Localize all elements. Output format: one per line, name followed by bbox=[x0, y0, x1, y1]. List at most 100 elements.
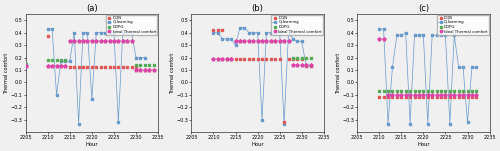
Ideal Thermal comfort bbox=[128, 40, 134, 42]
Ideal Thermal comfort bbox=[259, 40, 265, 42]
DDPG bbox=[290, 57, 296, 58]
DDPG bbox=[62, 59, 68, 61]
DDPG bbox=[142, 64, 148, 66]
DQN bbox=[385, 96, 391, 98]
Ideal Thermal comfort bbox=[116, 40, 121, 42]
DDPG bbox=[259, 40, 265, 42]
Line: DQN: DQN bbox=[212, 29, 312, 124]
Ideal Thermal comfort bbox=[89, 40, 95, 42]
DQN bbox=[398, 96, 404, 98]
Ideal Thermal comfort bbox=[150, 69, 156, 71]
DQN bbox=[44, 35, 51, 37]
DDPG bbox=[124, 40, 130, 42]
DQN bbox=[246, 58, 252, 60]
Q-learning bbox=[133, 57, 139, 58]
DQN bbox=[106, 67, 112, 68]
Ideal Thermal comfort bbox=[62, 65, 68, 67]
DDPG bbox=[250, 40, 256, 42]
DQN bbox=[232, 58, 238, 60]
DDPG bbox=[299, 57, 305, 58]
DQN bbox=[464, 96, 470, 98]
DQN bbox=[429, 96, 435, 98]
Q-learning bbox=[294, 40, 300, 42]
DDPG bbox=[407, 90, 413, 92]
Ideal Thermal comfort bbox=[286, 40, 292, 42]
Q-learning bbox=[442, 34, 448, 36]
DDPG bbox=[138, 64, 143, 66]
DQN bbox=[259, 58, 265, 60]
DQN bbox=[49, 65, 55, 67]
DDPG bbox=[429, 90, 435, 92]
Q-learning bbox=[438, 34, 444, 36]
DDPG bbox=[286, 40, 292, 42]
Q-learning bbox=[111, 32, 117, 34]
Q-learning bbox=[44, 28, 51, 30]
Q-learning bbox=[447, 123, 453, 124]
DQN bbox=[250, 58, 256, 60]
DQN bbox=[111, 67, 117, 68]
X-axis label: Hour: Hour bbox=[417, 142, 430, 147]
DQN bbox=[138, 69, 143, 71]
Q-learning bbox=[376, 28, 382, 30]
Q-learning bbox=[469, 67, 475, 68]
Ideal Thermal comfort bbox=[254, 40, 260, 42]
DQN bbox=[116, 67, 121, 68]
DQN bbox=[102, 67, 108, 68]
Q-learning bbox=[380, 28, 386, 30]
Q-learning bbox=[434, 34, 440, 36]
DDPG bbox=[469, 90, 475, 92]
DDPG bbox=[380, 90, 386, 92]
DQN bbox=[416, 96, 422, 98]
Ideal Thermal comfort bbox=[232, 40, 238, 42]
Ideal Thermal comfort bbox=[380, 38, 386, 40]
Ideal Thermal comfort bbox=[228, 58, 234, 60]
DQN bbox=[402, 96, 408, 98]
DDPG bbox=[44, 59, 51, 61]
DQN bbox=[425, 96, 431, 98]
Q-learning bbox=[412, 34, 418, 36]
DDPG bbox=[94, 40, 100, 42]
DDPG bbox=[210, 58, 216, 60]
DDPG bbox=[215, 58, 221, 60]
Ideal Thermal comfort bbox=[111, 40, 117, 42]
Title: (a): (a) bbox=[86, 4, 98, 13]
Ideal Thermal comfort bbox=[303, 64, 309, 66]
X-axis label: Hour: Hour bbox=[86, 142, 98, 147]
DDPG bbox=[246, 40, 252, 42]
Ideal Thermal comfort bbox=[281, 40, 287, 42]
Q-learning bbox=[220, 38, 226, 40]
Q-learning bbox=[385, 123, 391, 124]
DQN bbox=[146, 69, 152, 71]
Q-learning bbox=[120, 32, 126, 34]
DDPG bbox=[58, 59, 64, 61]
Q-learning bbox=[67, 60, 73, 62]
DQN bbox=[294, 58, 300, 60]
Ideal Thermal comfort bbox=[264, 40, 270, 42]
Ideal Thermal comfort bbox=[250, 40, 256, 42]
Ideal Thermal comfort bbox=[71, 40, 77, 42]
DQN bbox=[22, 65, 28, 67]
DQN bbox=[469, 96, 475, 98]
Y-axis label: Thermal comfort: Thermal comfort bbox=[4, 52, 9, 94]
DDPG bbox=[412, 90, 418, 92]
Ideal Thermal comfort bbox=[294, 64, 300, 66]
DQN bbox=[71, 67, 77, 68]
Q-learning bbox=[254, 32, 260, 34]
Ideal Thermal comfort bbox=[376, 38, 382, 40]
Q-learning bbox=[58, 60, 64, 62]
Q-learning bbox=[303, 65, 309, 67]
Ideal Thermal comfort bbox=[442, 94, 448, 96]
DDPG bbox=[438, 90, 444, 92]
Q-learning bbox=[142, 57, 148, 58]
DQN bbox=[89, 67, 95, 68]
Ideal Thermal comfort bbox=[407, 94, 413, 96]
DDPG bbox=[442, 90, 448, 92]
Q-learning bbox=[124, 32, 130, 34]
DDPG bbox=[71, 40, 77, 42]
Ideal Thermal comfort bbox=[98, 40, 103, 42]
DQN bbox=[224, 58, 230, 60]
DDPG bbox=[150, 64, 156, 66]
DDPG bbox=[416, 90, 422, 92]
Ideal Thermal comfort bbox=[452, 94, 458, 96]
DDPG bbox=[385, 90, 391, 92]
